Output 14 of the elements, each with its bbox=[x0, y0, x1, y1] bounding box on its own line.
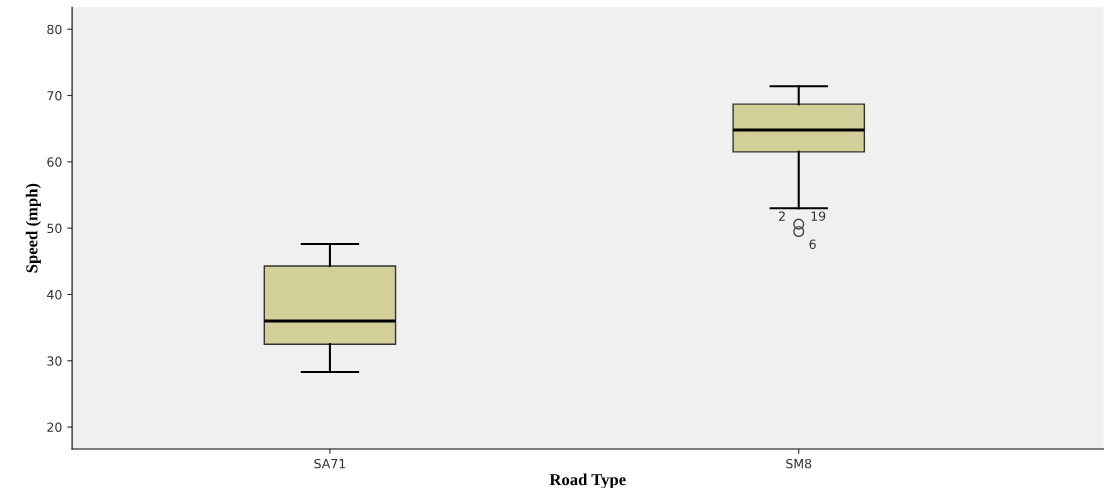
y-tick-label: 80 bbox=[47, 24, 62, 35]
x-axis-title: Road Type bbox=[549, 473, 626, 488]
annotation: 2 bbox=[779, 211, 785, 221]
annotation: 6 bbox=[809, 239, 816, 249]
y-tick-label: 20 bbox=[47, 422, 62, 432]
x-tick-label: SM8 bbox=[786, 458, 812, 469]
y-tick-label: 60 bbox=[47, 157, 62, 167]
y-tick-label: 70 bbox=[47, 90, 62, 101]
y-axis-title: Speed (mph) bbox=[25, 183, 41, 273]
annotation: 19 bbox=[811, 211, 826, 221]
y-tick-label: 30 bbox=[47, 356, 62, 366]
y-tick-label: 40 bbox=[47, 289, 62, 300]
x-tick-label: SA71 bbox=[314, 458, 346, 469]
y-tick-label: 50 bbox=[47, 223, 62, 234]
